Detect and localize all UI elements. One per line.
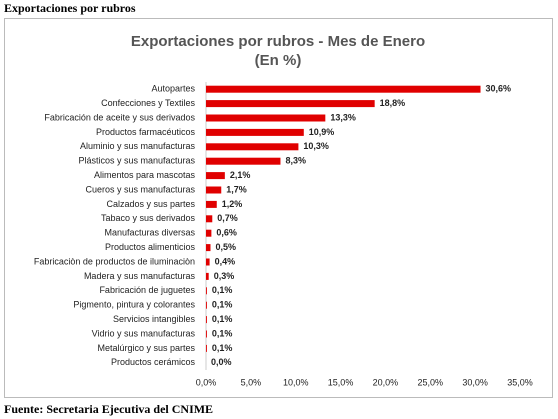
value-label: 0,4%	[215, 256, 236, 266]
header-title: Exportaciones por rubros	[4, 1, 136, 15]
value-label: 0,1%	[212, 314, 233, 324]
y-tick-label: Madera y sus manufacturas	[84, 271, 196, 281]
chart-title: Exportaciones por rubros - Mes de Enero	[131, 33, 425, 50]
y-tick-label: Productos farmacéuticos	[96, 127, 196, 137]
value-label: 18,8%	[380, 98, 406, 108]
bar	[206, 229, 212, 237]
value-label: 0,1%	[212, 328, 233, 338]
bar	[206, 172, 225, 180]
bar	[206, 272, 209, 280]
value-label: 0,7%	[217, 213, 238, 223]
x-tick-label: 35,0%	[507, 377, 533, 387]
y-tick-label: Manufacturas diversas	[104, 228, 195, 238]
x-tick-label: 10,0%	[283, 377, 309, 387]
value-label: 0,1%	[212, 300, 233, 310]
x-tick-label: 25,0%	[418, 377, 444, 387]
bar	[206, 215, 213, 223]
footer-source: Fuente: Secretaria Ejecutiva del CNIME	[4, 402, 213, 416]
x-tick-label: 0,0%	[196, 377, 217, 387]
bar	[206, 258, 210, 266]
value-label: 0,6%	[216, 228, 237, 238]
x-tick-label: 15,0%	[328, 377, 354, 387]
value-label: 0,0%	[211, 357, 232, 367]
chart-frame	[4, 18, 553, 398]
y-tick-label: Fabricaciòn de productos de iluminaciòn	[34, 256, 195, 266]
y-tick-label: Servicios intangibles	[113, 314, 196, 324]
value-label: 30,6%	[486, 84, 512, 94]
y-tick-label: Confecciones y Textiles	[101, 98, 195, 108]
bar	[206, 330, 207, 338]
bar	[206, 157, 281, 165]
bar	[206, 200, 217, 208]
value-label: 1,7%	[226, 184, 247, 194]
bar	[206, 287, 207, 295]
value-label: 0,5%	[215, 242, 236, 252]
y-tick-label: Fabricación de aceite y sus derivados	[44, 112, 195, 122]
value-label: 10,9%	[309, 127, 335, 137]
value-label: 0,1%	[212, 343, 233, 353]
y-tick-label: Pigmento, pintura y colorantes	[73, 300, 195, 310]
bar	[206, 301, 207, 309]
value-label: 10,3%	[303, 141, 329, 151]
value-label: 2,1%	[230, 170, 251, 180]
x-tick-label: 20,0%	[373, 377, 399, 387]
x-tick-label: 5,0%	[241, 377, 262, 387]
chart-subtitle: (En %)	[255, 52, 302, 69]
value-label: 1,2%	[222, 199, 243, 209]
bar	[206, 143, 299, 151]
y-tick-label: Fabricación de juguetes	[99, 285, 195, 295]
y-tick-label: Cueros y sus manufacturas	[85, 184, 195, 194]
value-label: 0,1%	[212, 285, 233, 295]
bar	[206, 100, 375, 108]
y-tick-label: Alimentos para mascotas	[94, 170, 196, 180]
bar	[206, 344, 207, 352]
y-tick-label: Tabaco y sus derivados	[101, 213, 196, 223]
bar	[206, 186, 222, 194]
bar	[206, 244, 211, 252]
bar	[206, 85, 481, 93]
bar	[206, 128, 304, 136]
value-label: 0,3%	[214, 271, 235, 281]
y-tick-label: Metalúrgico y sus partes	[97, 343, 195, 353]
bar	[206, 316, 207, 324]
x-tick-label: 30,0%	[462, 377, 488, 387]
value-label: 13,3%	[330, 112, 356, 122]
y-tick-label: Plásticos y sus manufacturas	[78, 156, 195, 166]
y-tick-label: Aluminio y sus manufacturas	[80, 141, 196, 151]
y-tick-label: Productos alimenticios	[105, 242, 196, 252]
y-tick-label: Calzados y sus partes	[106, 199, 195, 209]
y-tick-label: Vidrio y sus manufacturas	[92, 328, 196, 338]
y-tick-label: Productos cerámicos	[111, 357, 196, 367]
bar	[206, 114, 326, 122]
y-tick-label: Autopartes	[151, 84, 195, 94]
value-label: 8,3%	[285, 156, 306, 166]
